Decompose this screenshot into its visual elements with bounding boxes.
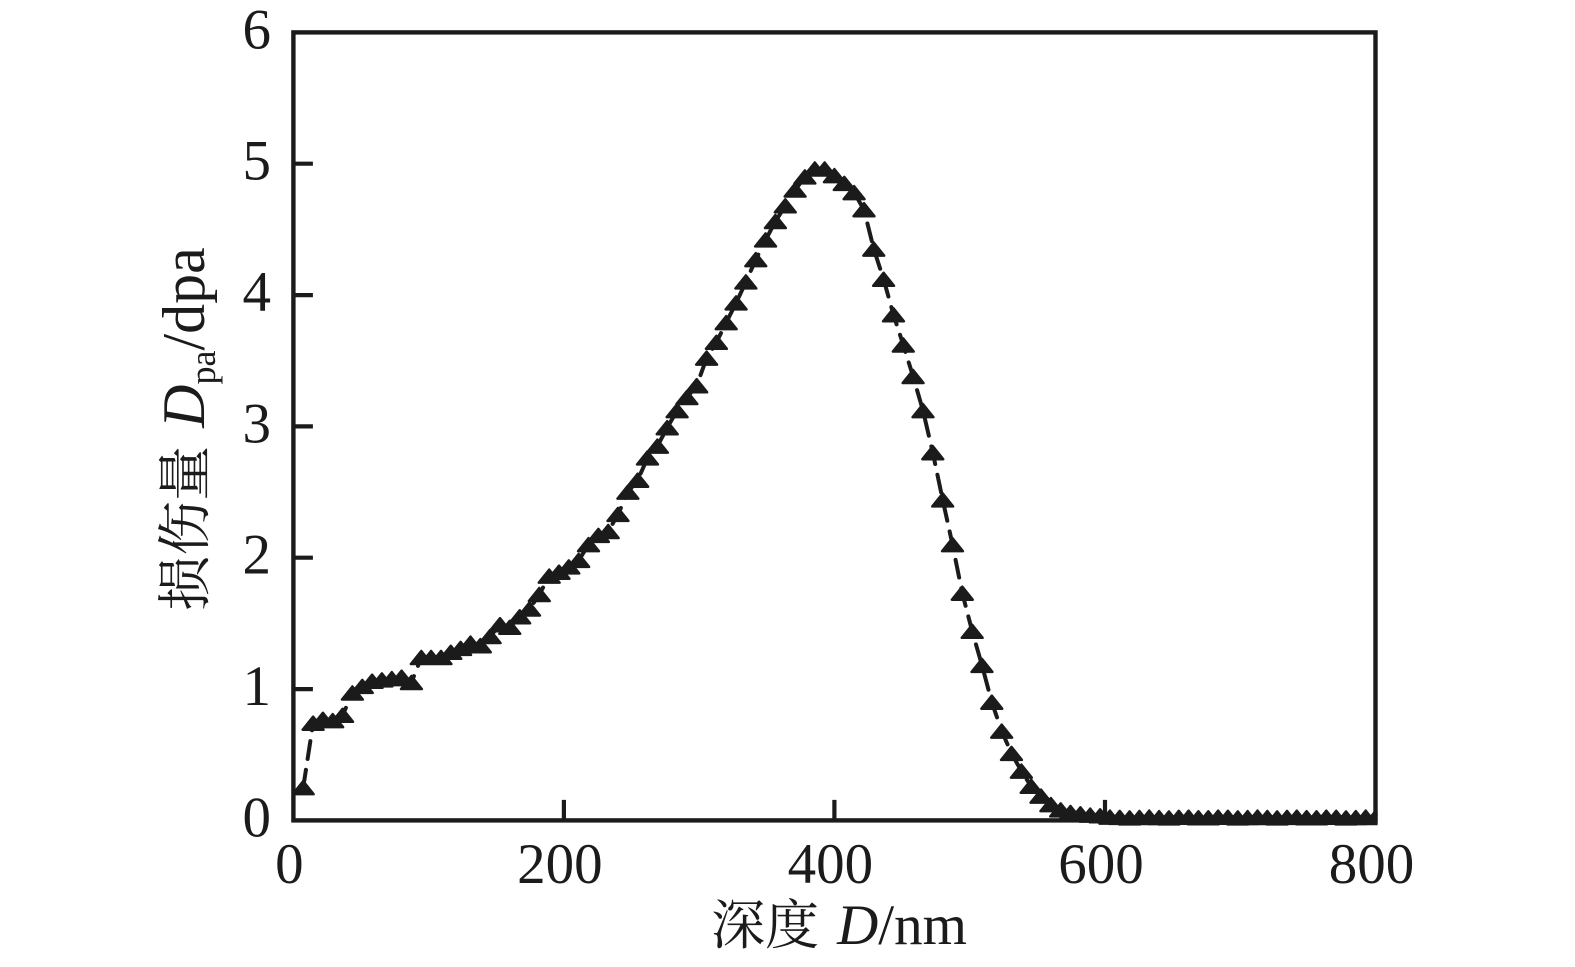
svg-text:800: 800 xyxy=(1329,833,1415,896)
svg-text:D/nm: D/nm xyxy=(836,894,967,957)
svg-text:4: 4 xyxy=(243,261,272,324)
svg-text:5: 5 xyxy=(243,130,272,193)
svg-text:400: 400 xyxy=(788,833,874,896)
svg-text:Dpa/dpa: Dpa/dpa xyxy=(151,247,223,429)
svg-text:1: 1 xyxy=(243,655,272,718)
svg-text:3: 3 xyxy=(243,392,272,455)
svg-text:0: 0 xyxy=(275,833,304,896)
svg-text:6: 6 xyxy=(243,0,272,61)
svg-text:200: 200 xyxy=(517,833,603,896)
svg-text:600: 600 xyxy=(1058,833,1144,896)
svg-text:0: 0 xyxy=(243,786,272,849)
svg-text:2: 2 xyxy=(243,524,272,587)
